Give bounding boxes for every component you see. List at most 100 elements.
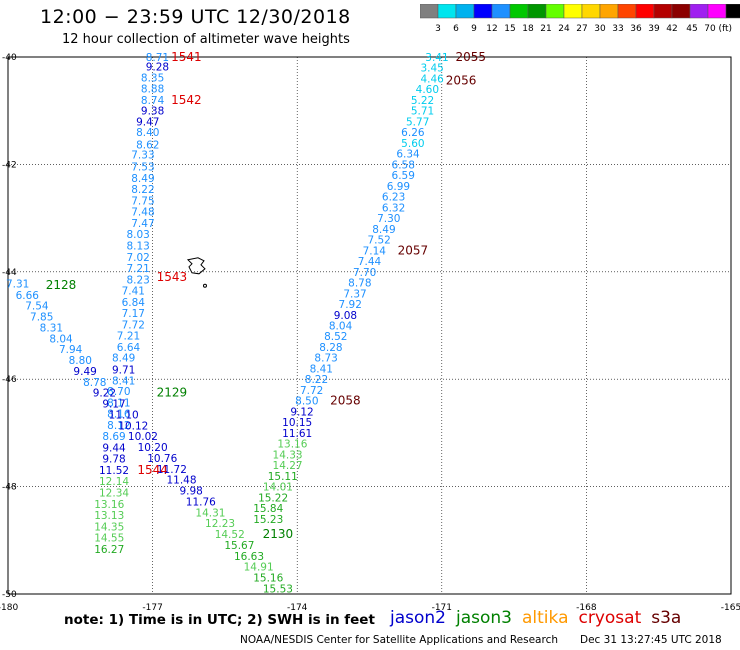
wave-height-value: 12.14 bbox=[99, 476, 129, 488]
colorbar-tick-label: 12 bbox=[486, 24, 497, 34]
wave-height-value: 7.47 bbox=[131, 218, 154, 230]
wave-height-value: 11.76 bbox=[186, 497, 216, 509]
color-scale-bar: 3 6 9 12 15 18 21 24 27 30 33 36 39 42 45 70 (ft) bbox=[420, 4, 740, 34]
wave-height-value: 5.71 bbox=[411, 106, 434, 118]
wave-height-value: 5.77 bbox=[406, 116, 429, 128]
pass-time-label: 2055 bbox=[455, 50, 486, 64]
wave-height-value: 7.94 bbox=[59, 344, 83, 356]
wave-height-value: 3.41 bbox=[425, 52, 448, 64]
wave-height-value: 7.31 bbox=[6, 279, 29, 291]
wave-height-value: 11.48 bbox=[166, 475, 196, 487]
wave-height-value: 8.62 bbox=[136, 140, 159, 152]
wave-height-value: 13.16 bbox=[94, 499, 124, 511]
wave-height-value: 7.44 bbox=[358, 256, 382, 268]
wave-height-value: 8.22 bbox=[305, 374, 328, 386]
pass-time-label: 2057 bbox=[398, 243, 429, 257]
satellite-legend: jason2 jason3 altika cryosat s3a bbox=[390, 608, 691, 628]
wave-height-value: 9.44 bbox=[102, 442, 126, 454]
wave-height-value: 8.28 bbox=[319, 342, 342, 354]
colorbar-tick-label: 30 bbox=[594, 24, 606, 34]
wave-height-value: 7.54 bbox=[25, 301, 49, 313]
wave-height-value: 8.88 bbox=[141, 84, 164, 96]
wave-height-value: 9.98 bbox=[179, 485, 202, 497]
y-tick-label: -42 bbox=[2, 160, 17, 170]
wave-height-value: 9.78 bbox=[102, 454, 125, 466]
wave-height-value: 8.50 bbox=[295, 396, 318, 408]
wave-height-value: 15.22 bbox=[258, 492, 288, 504]
pass-time-label: 1543 bbox=[157, 270, 188, 284]
wave-height-value: 7.30 bbox=[377, 213, 400, 225]
wave-height-value: 8.78 bbox=[348, 278, 371, 290]
wave-height-value: 15.16 bbox=[253, 572, 283, 584]
wave-height-value: 8.41 bbox=[310, 363, 333, 375]
wave-height-value: 14.27 bbox=[273, 460, 303, 472]
wave-height-value: 14.55 bbox=[94, 533, 124, 545]
wave-height-value: 8.78 bbox=[83, 377, 106, 389]
colorbar-tick-label: 3 bbox=[435, 24, 441, 34]
wave-height-value: 10.76 bbox=[147, 453, 177, 465]
page-title: 12:00 − 23:59 UTC 12/30/2018 bbox=[40, 6, 351, 28]
wave-height-value: 7.70 bbox=[353, 267, 376, 279]
pass-time-label: 2129 bbox=[157, 386, 188, 400]
wave-height-value: 7.21 bbox=[117, 331, 140, 343]
wave-height-value: 7.14 bbox=[363, 245, 387, 257]
wave-height-value: 6.99 bbox=[387, 181, 410, 193]
wave-height-value: 8.12 bbox=[107, 420, 130, 432]
wave-height-value: 7.17 bbox=[122, 308, 145, 320]
wave-height-value: 8.52 bbox=[324, 331, 347, 343]
wave-height-value: 9.22 bbox=[93, 388, 116, 400]
wave-height-value: 8.49 bbox=[131, 173, 154, 185]
colorbar-tick-label: 18 bbox=[522, 24, 534, 34]
x-tick-label: -165 bbox=[721, 603, 740, 613]
colorbar-tick-label: 15 bbox=[504, 24, 515, 34]
colorbar-tick-label: 6 bbox=[453, 24, 459, 34]
pass-time-label: 1542 bbox=[171, 93, 202, 107]
y-tick-label: -46 bbox=[2, 375, 17, 385]
colorbar-tick-label: 21 bbox=[540, 24, 551, 34]
wave-height-value: 8.74 bbox=[141, 95, 165, 107]
colorbar-tick-label: 45 bbox=[686, 24, 697, 34]
wave-height-value: 12.23 bbox=[205, 518, 235, 530]
wave-height-value: 10.02 bbox=[128, 431, 158, 443]
wave-height-value: 7.41 bbox=[122, 286, 145, 298]
colorbar-tick-label: 9 bbox=[471, 24, 477, 34]
wave-height-value: 11.72 bbox=[157, 464, 187, 476]
wave-height-value: 14.35 bbox=[94, 521, 124, 533]
pass-time-label: 2056 bbox=[446, 74, 477, 88]
pass-time-label: 1541 bbox=[171, 50, 202, 64]
wave-height-value: 6.32 bbox=[382, 202, 405, 214]
islet-outline bbox=[202, 283, 207, 288]
x-tick-label: -168 bbox=[576, 603, 597, 613]
wave-height-value: 6.66 bbox=[16, 290, 40, 302]
wave-height-value: 6.58 bbox=[392, 159, 415, 171]
wave-height-value: 8.04 bbox=[329, 321, 353, 333]
wave-height-value: 9.71 bbox=[112, 365, 135, 377]
colorbar-tick-label: 24 bbox=[558, 24, 570, 34]
legend-s3a: s3a bbox=[651, 608, 682, 628]
colorbar-unit-label: (ft) bbox=[718, 24, 732, 34]
wave-height-value: 9.47 bbox=[136, 116, 159, 128]
wave-height-value: 8.49 bbox=[112, 353, 135, 365]
wave-height-value: 11.10 bbox=[109, 410, 139, 422]
pass-time-label: 2128 bbox=[46, 278, 77, 292]
colorbar-tick-label: 42 bbox=[666, 24, 677, 34]
wave-height-value: 13.16 bbox=[277, 439, 307, 451]
footer-note: note: 1) Time is in UTC; 2) SWH is in fe… bbox=[64, 612, 375, 628]
wave-height-value: 8.70 bbox=[107, 386, 130, 398]
wave-height-value: 11.52 bbox=[99, 465, 129, 477]
wave-height-value: 8.69 bbox=[102, 431, 125, 443]
wave-height-value: 9.17 bbox=[102, 398, 125, 410]
legend-jason3: jason3 bbox=[456, 608, 512, 628]
island-outline bbox=[186, 257, 206, 275]
wave-height-value: 7.52 bbox=[367, 235, 390, 247]
wave-height-value: 14.31 bbox=[195, 507, 225, 519]
generated-timestamp: Dec 31 13:27:45 UTC 2018 bbox=[580, 634, 722, 646]
wave-height-value: 15.84 bbox=[253, 503, 283, 515]
wave-height-value: 8.73 bbox=[314, 353, 337, 365]
wave-height-value: 9.08 bbox=[334, 310, 357, 322]
colorbar-tick-label: 70 bbox=[704, 24, 716, 34]
wave-height-value: 8.16 bbox=[107, 409, 131, 421]
wave-height-value: 7.33 bbox=[131, 150, 154, 162]
wave-height-value: 8.80 bbox=[69, 355, 92, 367]
wave-height-value: 7.85 bbox=[30, 311, 53, 323]
